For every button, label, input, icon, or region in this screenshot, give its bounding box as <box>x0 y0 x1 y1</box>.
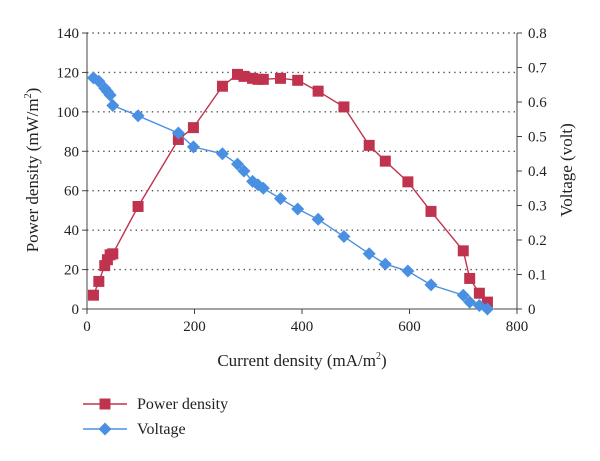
power-density-point <box>338 101 350 113</box>
left-y-tick-label: 40 <box>64 223 79 239</box>
left-y-axis-title: Power density (mW/m2) <box>23 88 42 253</box>
power-density-point <box>93 275 105 287</box>
x-tick-label: 400 <box>291 319 314 335</box>
right-y-tick-label: 0.5 <box>528 130 547 146</box>
left-y-tick-label: 0 <box>72 302 80 318</box>
series-line <box>92 73 488 303</box>
power-density-point <box>464 272 476 284</box>
power-density-point <box>481 296 493 308</box>
legend-label: Power density <box>137 396 228 413</box>
voltage-point <box>463 295 477 309</box>
voltage-point <box>256 181 270 195</box>
power-density-point <box>379 155 391 167</box>
power-density-point <box>363 139 375 151</box>
gridlines <box>87 32 517 271</box>
right-y-tick-label: 0.8 <box>528 26 547 42</box>
voltage-point <box>186 140 200 154</box>
power-density-point <box>238 70 250 82</box>
x-axis-ticks: 0 200 400 600 800 <box>83 309 528 335</box>
power-density-point <box>187 122 199 134</box>
voltage-point <box>378 257 392 271</box>
power-density-point <box>457 245 469 257</box>
power-density-point <box>232 68 243 80</box>
left-y-tick-label: 100 <box>57 105 80 121</box>
voltage-point <box>480 302 494 316</box>
right-y-axis-title: Voltage (volt) <box>557 123 576 217</box>
right-y-tick-label: 0.4 <box>528 164 547 180</box>
left-y-axis-ticks: 0 20 40 60 80 100 120 140 <box>57 26 87 318</box>
power-density-point <box>402 176 414 188</box>
voltage-point <box>215 147 229 161</box>
right-y-tick-label: 0.1 <box>528 268 547 284</box>
voltage-point <box>362 247 376 261</box>
right-y-tick-label: 0.7 <box>528 61 547 77</box>
legend-item: Voltage <box>83 421 186 438</box>
power-density-point <box>132 200 144 212</box>
left-y-tick-label: 140 <box>57 26 80 42</box>
voltage-point <box>337 230 351 244</box>
voltage-point <box>274 192 287 206</box>
voltage-point <box>291 202 305 216</box>
series-voltage <box>86 71 494 316</box>
voltage-point <box>311 212 325 226</box>
axes <box>86 33 518 310</box>
voltage-point <box>401 264 415 278</box>
x-tick-label: 600 <box>398 319 421 335</box>
left-y-tick-label: 80 <box>64 144 79 160</box>
power-density-point <box>99 260 111 272</box>
legend: Power density Voltage <box>83 396 228 438</box>
x-tick-label: 800 <box>506 319 529 335</box>
power-density-point <box>292 74 304 86</box>
voltage-point <box>231 157 244 171</box>
power-density-point <box>257 73 269 85</box>
voltage-point <box>237 164 251 178</box>
right-y-tick-label: 0 <box>528 302 536 318</box>
right-y-tick-label: 0.6 <box>528 95 547 111</box>
right-y-axis-ticks: 0 0.1 0.2 0.3 0.4 0.5 0.6 0.7 0.8 <box>517 26 547 318</box>
power-density-point <box>107 248 119 260</box>
right-y-tick-label: 0.2 <box>528 233 547 249</box>
legend-marker <box>98 422 112 436</box>
series-power-density <box>87 68 493 308</box>
voltage-point <box>171 126 185 140</box>
power-density-point <box>87 289 99 301</box>
voltage-point <box>131 109 145 123</box>
right-y-tick-label: 0.3 <box>528 199 547 215</box>
left-y-tick-label: 120 <box>57 65 80 81</box>
power-density-point <box>312 85 324 97</box>
voltage-point <box>106 98 120 112</box>
voltage-point <box>103 88 117 102</box>
left-y-tick-label: 60 <box>64 184 79 200</box>
x-tick-label: 200 <box>183 319 206 335</box>
left-y-tick-label: 20 <box>64 263 79 279</box>
voltage-point <box>424 278 438 292</box>
x-tick-label: 0 <box>83 319 91 335</box>
voltage-point <box>456 288 470 302</box>
legend-item: Power density <box>83 396 228 413</box>
series-layer <box>86 68 494 316</box>
legend-marker <box>99 398 111 410</box>
x-axis-title: Current density (mA/m2) <box>217 351 386 370</box>
legend-label: Voltage <box>137 421 186 438</box>
power-density-point <box>275 72 286 84</box>
power-density-point <box>473 287 485 299</box>
power-density-point <box>216 80 228 92</box>
power-density-point <box>425 205 437 217</box>
